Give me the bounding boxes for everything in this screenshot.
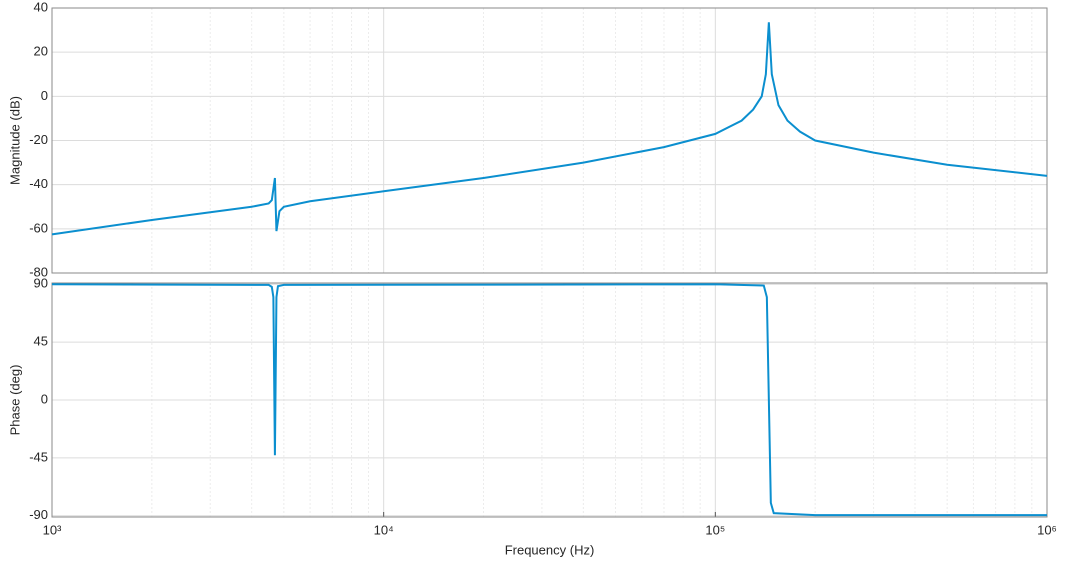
y-tick-label: 40 — [34, 0, 48, 14]
x-tick-label: 10⁶ — [1037, 522, 1057, 537]
y-tick-label: -90 — [29, 507, 48, 522]
x-tick-label: 10³ — [43, 522, 62, 537]
y-tick-label: 20 — [34, 44, 48, 59]
y-tick-label: 0 — [41, 391, 48, 406]
response-line — [51, 283, 1047, 517]
y-tick-label: 0 — [41, 88, 48, 103]
x-tick-label: 10⁴ — [374, 522, 394, 537]
y-tick-label: -45 — [29, 449, 48, 464]
y-tick-label: -80 — [29, 264, 48, 279]
plot-border — [51, 7, 1048, 274]
y-tick-label: 45 — [34, 334, 48, 349]
plot-border — [51, 282, 1048, 518]
y-tick-label: -40 — [29, 176, 48, 191]
y-axis-label: Phase (deg) — [7, 365, 22, 436]
y-tick-label: -60 — [29, 220, 48, 235]
response-line — [51, 22, 1048, 236]
x-axis-label: Frequency (Hz) — [505, 542, 595, 557]
y-axis-label: Magnitude (dB) — [7, 96, 22, 185]
y-tick-label: -20 — [29, 132, 48, 147]
x-tick-label: 10⁵ — [705, 522, 725, 537]
y-tick-label: 90 — [34, 276, 48, 291]
